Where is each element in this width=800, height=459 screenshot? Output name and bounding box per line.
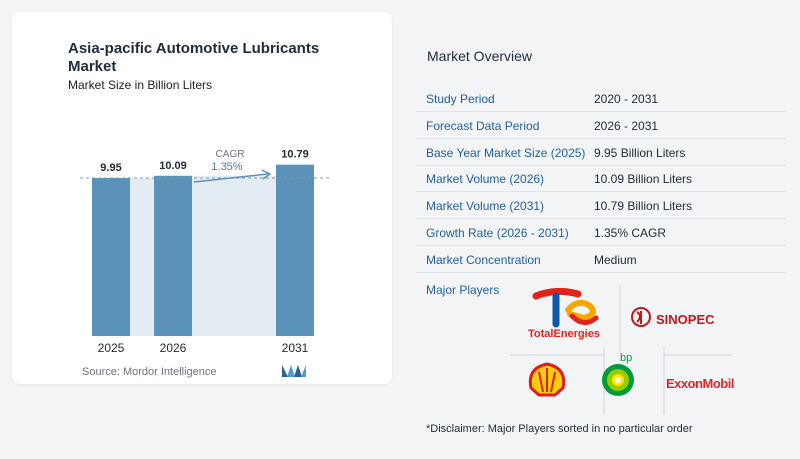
player-logo-bp: bp [600, 352, 640, 400]
overview-title: Market Overview [427, 48, 533, 64]
cagr-arrow [193, 173, 269, 183]
bar-2026 [154, 175, 192, 336]
chart-source: Source: Mordor Intelligence [82, 366, 217, 378]
overview-row-label: Market Volume (2026) [426, 172, 545, 187]
overview-row: Market Concentration Medium [416, 247, 786, 273]
x-tick-label: 2026 [160, 341, 187, 355]
overview-row-label: Study Period [426, 92, 495, 106]
overview-row-label: Growth Rate (2026 - 2031) [426, 226, 569, 240]
overview-row: Forecast Data Period 2026 - 2031 [416, 113, 786, 139]
disclaimer: *Disclaimer: Major Players sorted in no … [426, 423, 693, 435]
cagr-value: 1.35% [211, 161, 242, 173]
bar-2031 [276, 164, 314, 336]
overview-row-value: 2026 - 2031 [594, 118, 659, 133]
overview-row-value: Medium [594, 252, 637, 267]
bp-wordmark: bp [620, 352, 633, 364]
player-logo-sinopec: SINOPEC [630, 306, 730, 336]
player-logo-shell [528, 362, 566, 397]
gap-band [130, 178, 154, 336]
player-logo-totalenergies: TotalEnergies [526, 287, 606, 344]
overview-row-value: 10.79 Billion Liters [594, 199, 693, 214]
overview-row-value: 2020 - 2031 [594, 92, 659, 106]
x-tick-label: 2031 [282, 341, 309, 355]
player-logo-exxonmobil: ExxonMobil [666, 376, 736, 396]
bar-2025 [92, 178, 130, 336]
bar-value-label: 10.09 [159, 160, 187, 172]
overview-row-label: Market Concentration [426, 252, 541, 267]
overview-row: Market Volume (2026) 10.09 Billion Liters [416, 166, 786, 193]
cagr-band [192, 175, 276, 336]
totalenergies-icon [532, 287, 599, 328]
cagr-arrowhead [261, 169, 272, 180]
sinopec-wordmark: SINOPEC [656, 312, 715, 327]
overview-row: Growth Rate (2026 - 2031) 1.35% CAGR [416, 220, 786, 246]
overview-row-label: Base Year Market Size (2025) [426, 145, 586, 160]
bp-helios-icon [602, 364, 634, 396]
overview-row: Base Year Market Size (2025) 9.95 Billion… [416, 140, 786, 166]
cagr-label: CAGR [216, 149, 245, 160]
overview-row-label: Market Volume (2031) [426, 199, 545, 214]
major-players-label: Major Players [426, 283, 500, 297]
exxonmobil-wordmark: ExxonMobil [666, 376, 734, 391]
bar-value-label: 10.79 [281, 149, 309, 161]
overview-row: Study Period 2020 - 2031 [416, 86, 786, 112]
x-tick-label: 2025 [98, 341, 125, 355]
overview-row-label: Forecast Data Period [426, 118, 540, 133]
overview-row-value: 9.95 Billion Liters [594, 145, 686, 160]
chart-subtitle: Market Size in Billion Liters [68, 78, 213, 92]
sinopec-icon [631, 307, 651, 327]
overview-row: Market Volume (2031) 10.79 Billion Liters [416, 193, 786, 220]
chart-title: Asia-pacific Automotive Lubricants Marke… [68, 40, 320, 75]
overview-row-value: 10.09 Billion Liters [594, 172, 693, 187]
bar-value-label: 9.95 [100, 162, 121, 174]
totalenergies-wordmark: TotalEnergies [528, 328, 600, 340]
mordor-intelligence-logo [282, 365, 306, 377]
overview-row-value: 1.35% CAGR [594, 226, 667, 240]
